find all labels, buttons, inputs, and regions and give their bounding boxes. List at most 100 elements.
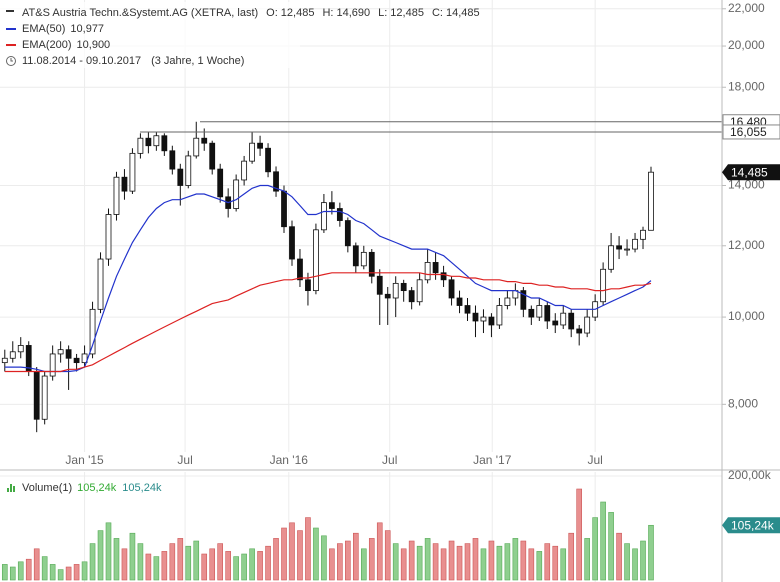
candle-body <box>568 312 575 330</box>
volume-bar <box>249 548 255 581</box>
candle-body <box>17 345 24 353</box>
y-tick-label: 22,000 <box>728 1 765 15</box>
volume-bar <box>41 556 48 581</box>
quote-key: H: <box>322 7 333 19</box>
x-tick-label: Jul <box>382 453 397 467</box>
volume-bar <box>225 551 231 581</box>
x-tick-label: Jul <box>177 453 192 467</box>
volume-bar <box>632 548 638 581</box>
candle-body <box>368 251 375 277</box>
volume-legend-label: Volume(1) <box>22 482 72 494</box>
volume-bar <box>496 545 503 581</box>
candle-body <box>520 290 527 310</box>
candle-body <box>640 229 646 240</box>
y-tick-label: 14,000 <box>728 178 765 192</box>
candle-body <box>448 279 455 299</box>
volume-bar <box>137 543 144 581</box>
volume-bar <box>241 553 247 581</box>
y-tick-label: 8,000 <box>728 396 758 410</box>
volume-bar <box>528 548 535 581</box>
last-price-label: 14,485 <box>731 165 768 179</box>
volume-bar <box>57 569 64 581</box>
volume-bar <box>424 538 431 581</box>
volume-bar <box>233 556 239 581</box>
volume-bar <box>153 556 160 581</box>
candle-body <box>257 142 263 149</box>
volume-bar <box>1 564 8 581</box>
volume-bar <box>201 553 208 581</box>
volume-bar <box>376 522 383 581</box>
x-tick-label: Jan '17 <box>473 453 512 467</box>
header-title: AT&S Austria Techn.&Systemt.AG (XETRA, l… <box>22 7 258 19</box>
candle-body <box>584 316 591 334</box>
volume-bar <box>520 540 527 581</box>
volume-bar <box>281 527 287 581</box>
candle-body <box>185 155 192 186</box>
candle-body <box>608 245 615 270</box>
volume-bar <box>185 545 192 581</box>
candle-body <box>121 176 128 192</box>
volume-bar <box>432 543 439 581</box>
volume-bar <box>9 566 16 581</box>
legend-swatch <box>6 28 16 30</box>
clock-hand <box>10 58 13 62</box>
candle-body <box>560 312 567 326</box>
candle-body <box>528 308 535 318</box>
candle-body <box>153 135 160 147</box>
candle-body <box>201 137 208 144</box>
level-label: 16,055 <box>730 125 767 139</box>
volume-bar <box>368 538 375 581</box>
candle-body <box>424 262 431 281</box>
candle-body <box>233 179 240 209</box>
candle-body <box>177 168 184 186</box>
candle-body <box>137 137 144 154</box>
volume-bar <box>17 561 24 581</box>
volume-bar <box>49 564 56 581</box>
volume-bar <box>193 540 200 581</box>
candle-body <box>544 305 551 322</box>
volume-bar <box>472 538 479 581</box>
volume-bar <box>209 548 216 581</box>
volume-bar <box>89 543 96 581</box>
candle-body <box>336 208 343 221</box>
volume-bar <box>608 512 614 581</box>
candle-body <box>400 282 407 292</box>
candle-body <box>33 371 40 420</box>
volume-bar <box>313 527 319 581</box>
volume-bar <box>177 538 184 581</box>
candle-body <box>576 328 583 334</box>
volume-bar <box>384 530 391 581</box>
candle-body <box>616 245 622 250</box>
candle-body <box>41 375 48 420</box>
volume-bar <box>97 530 104 581</box>
volume-bar <box>408 540 415 581</box>
volume-tick-label: 200,00k <box>728 468 772 482</box>
candle-body <box>49 353 56 377</box>
candle-body <box>273 171 279 192</box>
last-price-tag <box>722 164 780 181</box>
volume-bar <box>648 524 654 581</box>
x-tick-label: Jan '16 <box>270 453 309 467</box>
candle-body <box>384 293 391 299</box>
candle-body <box>105 214 112 260</box>
candle-body <box>265 147 271 173</box>
header-marker <box>6 10 14 12</box>
volume-bar <box>440 548 447 581</box>
volume-bar <box>488 540 495 581</box>
candle-body <box>480 316 487 322</box>
candle-body <box>344 220 351 247</box>
y-tick-label: 18,000 <box>728 79 765 93</box>
ema-line <box>4 184 652 373</box>
volume-bar <box>504 543 511 581</box>
volume-bar <box>113 538 120 581</box>
volume-bar <box>592 517 598 581</box>
volume-bar <box>392 543 399 581</box>
candle-body <box>464 305 471 314</box>
overlay: 8,000 10,000 12,000 14,000 18,000 20,000 22,00… <box>0 1 780 534</box>
volume-tag <box>722 517 780 534</box>
candle-body <box>161 135 168 152</box>
quote-key: L: <box>378 7 387 19</box>
candle-body <box>81 353 88 364</box>
candle-body <box>328 202 335 209</box>
